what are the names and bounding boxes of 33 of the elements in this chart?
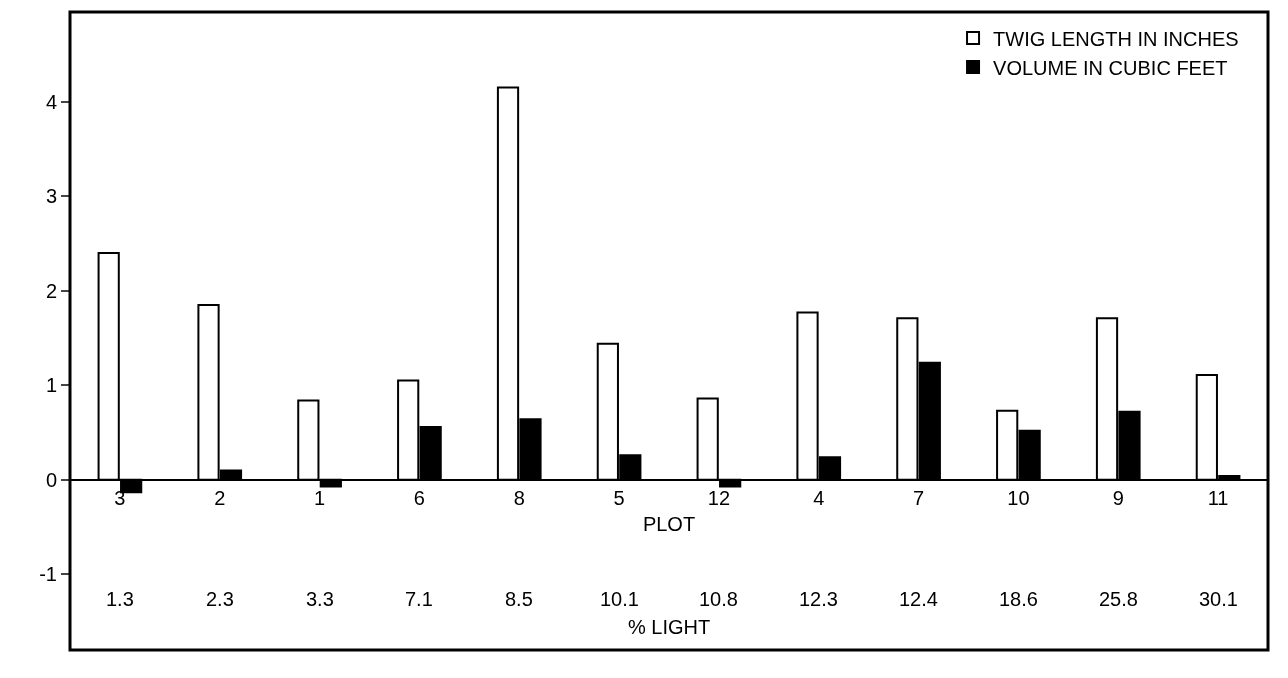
legend-label: VOLUME IN CUBIC FEET [993, 56, 1228, 79]
annotation: 10.8 [699, 588, 738, 610]
x-tick-label: 5 [613, 486, 625, 509]
x-tick-label: 2 [214, 486, 226, 509]
annotation: 10.1 [600, 588, 639, 610]
annotation: 25.8 [1099, 588, 1138, 610]
x-tick-label: 7 [913, 486, 925, 509]
y-tick-label: 2 [45, 279, 57, 302]
y-tick-label: 1 [45, 374, 57, 397]
annotation: 2.3 [206, 588, 234, 610]
x-tick-label: 1 [314, 486, 326, 509]
annotation: 8.5 [505, 588, 533, 610]
x-tick-label: 9 [1112, 486, 1124, 509]
annotation: 12.3 [799, 588, 838, 610]
annotation: % LIGHT [628, 616, 711, 638]
x-tick-label: 4 [813, 486, 825, 509]
annotation: 12.4 [899, 588, 938, 610]
x-tick-label: 10 [1007, 486, 1030, 509]
x-tick-label: 6 [413, 486, 425, 509]
y-tick-label: 3 [45, 185, 57, 208]
x-tick-label: 11 [1207, 486, 1229, 509]
legend-label: TWIG LENGTH IN INCHES [993, 27, 1239, 50]
x-tick-label: 8 [513, 486, 525, 509]
x-tick-label: 12 [707, 486, 731, 509]
y-tick-label: -1 [39, 563, 57, 586]
y-tick-label: 0 [45, 468, 57, 491]
annotation: 3.3 [306, 588, 334, 610]
y-tick-label: 4 [45, 90, 57, 113]
annotation: 30.1 [1199, 588, 1238, 610]
annotation: 1.3 [106, 588, 134, 610]
annotation: 7.1 [405, 588, 433, 610]
annotation: 18.6 [999, 588, 1038, 610]
x-axis-title: PLOT [642, 512, 696, 535]
